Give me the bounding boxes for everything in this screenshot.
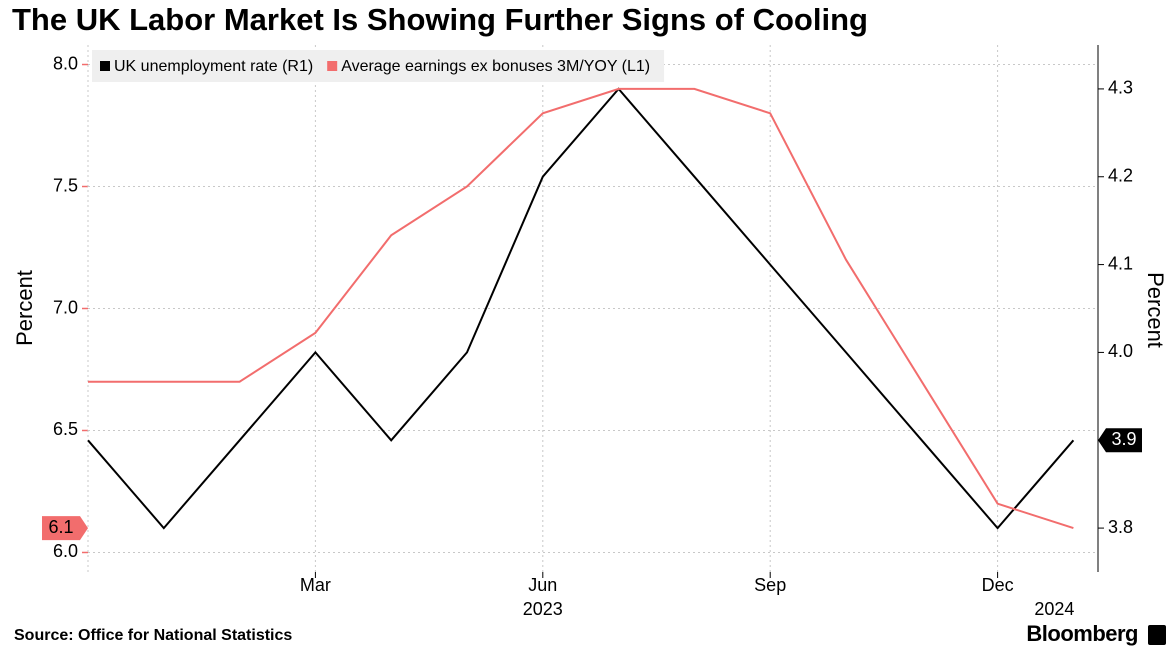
series-line bbox=[87, 87, 1075, 530]
y-tick-label: 6.5 bbox=[53, 419, 78, 439]
last-value-flag bbox=[42, 516, 88, 541]
y-tick-label: 7.5 bbox=[53, 175, 78, 195]
legend: UK unemployment rate (R1) Average earning… bbox=[92, 50, 665, 82]
legend-background bbox=[92, 50, 665, 82]
last-value-label: 3.9 bbox=[1111, 429, 1136, 449]
x-tick-label: Sep bbox=[754, 575, 786, 595]
x-tick-label: Dec bbox=[982, 575, 1014, 595]
source: Source: Office for National Statistics bbox=[14, 627, 292, 644]
y2-tick-label: 4.2 bbox=[1108, 166, 1133, 186]
brand: Bloomberg bbox=[1026, 621, 1138, 646]
y2-tick-label: 4.1 bbox=[1108, 253, 1133, 273]
y2-tick-label: 3.8 bbox=[1108, 517, 1133, 537]
series-line bbox=[88, 87, 1074, 530]
legend-marker bbox=[327, 61, 338, 71]
y-axis-label: Percent bbox=[12, 270, 37, 346]
y2-tick-label: 4.3 bbox=[1108, 78, 1133, 98]
y-tick-label: 8.0 bbox=[53, 53, 78, 73]
legend-label: Average earnings ex bonuses 3M/YOY (L1) bbox=[341, 58, 650, 75]
y-tick-label: 7.0 bbox=[53, 297, 78, 317]
x-tick-label: Jun bbox=[528, 575, 557, 595]
last-value-flag bbox=[1098, 428, 1142, 453]
last-value-label: 6.1 bbox=[48, 517, 73, 537]
y-tick-label: 6.0 bbox=[53, 541, 78, 561]
legend-label: UK unemployment rate (R1) bbox=[114, 58, 313, 75]
x-year-label: 2024 bbox=[1034, 599, 1074, 619]
x-year-label: 2023 bbox=[523, 599, 563, 619]
x-tick-label: Mar bbox=[300, 575, 331, 595]
y2-tick-label: 4.0 bbox=[1108, 341, 1133, 361]
y2-axis-label: Percent bbox=[1143, 272, 1168, 348]
chart-title: The UK Labor Market Is Showing Further S… bbox=[12, 2, 868, 37]
legend-marker bbox=[100, 61, 110, 71]
brand-icon bbox=[1148, 625, 1166, 645]
